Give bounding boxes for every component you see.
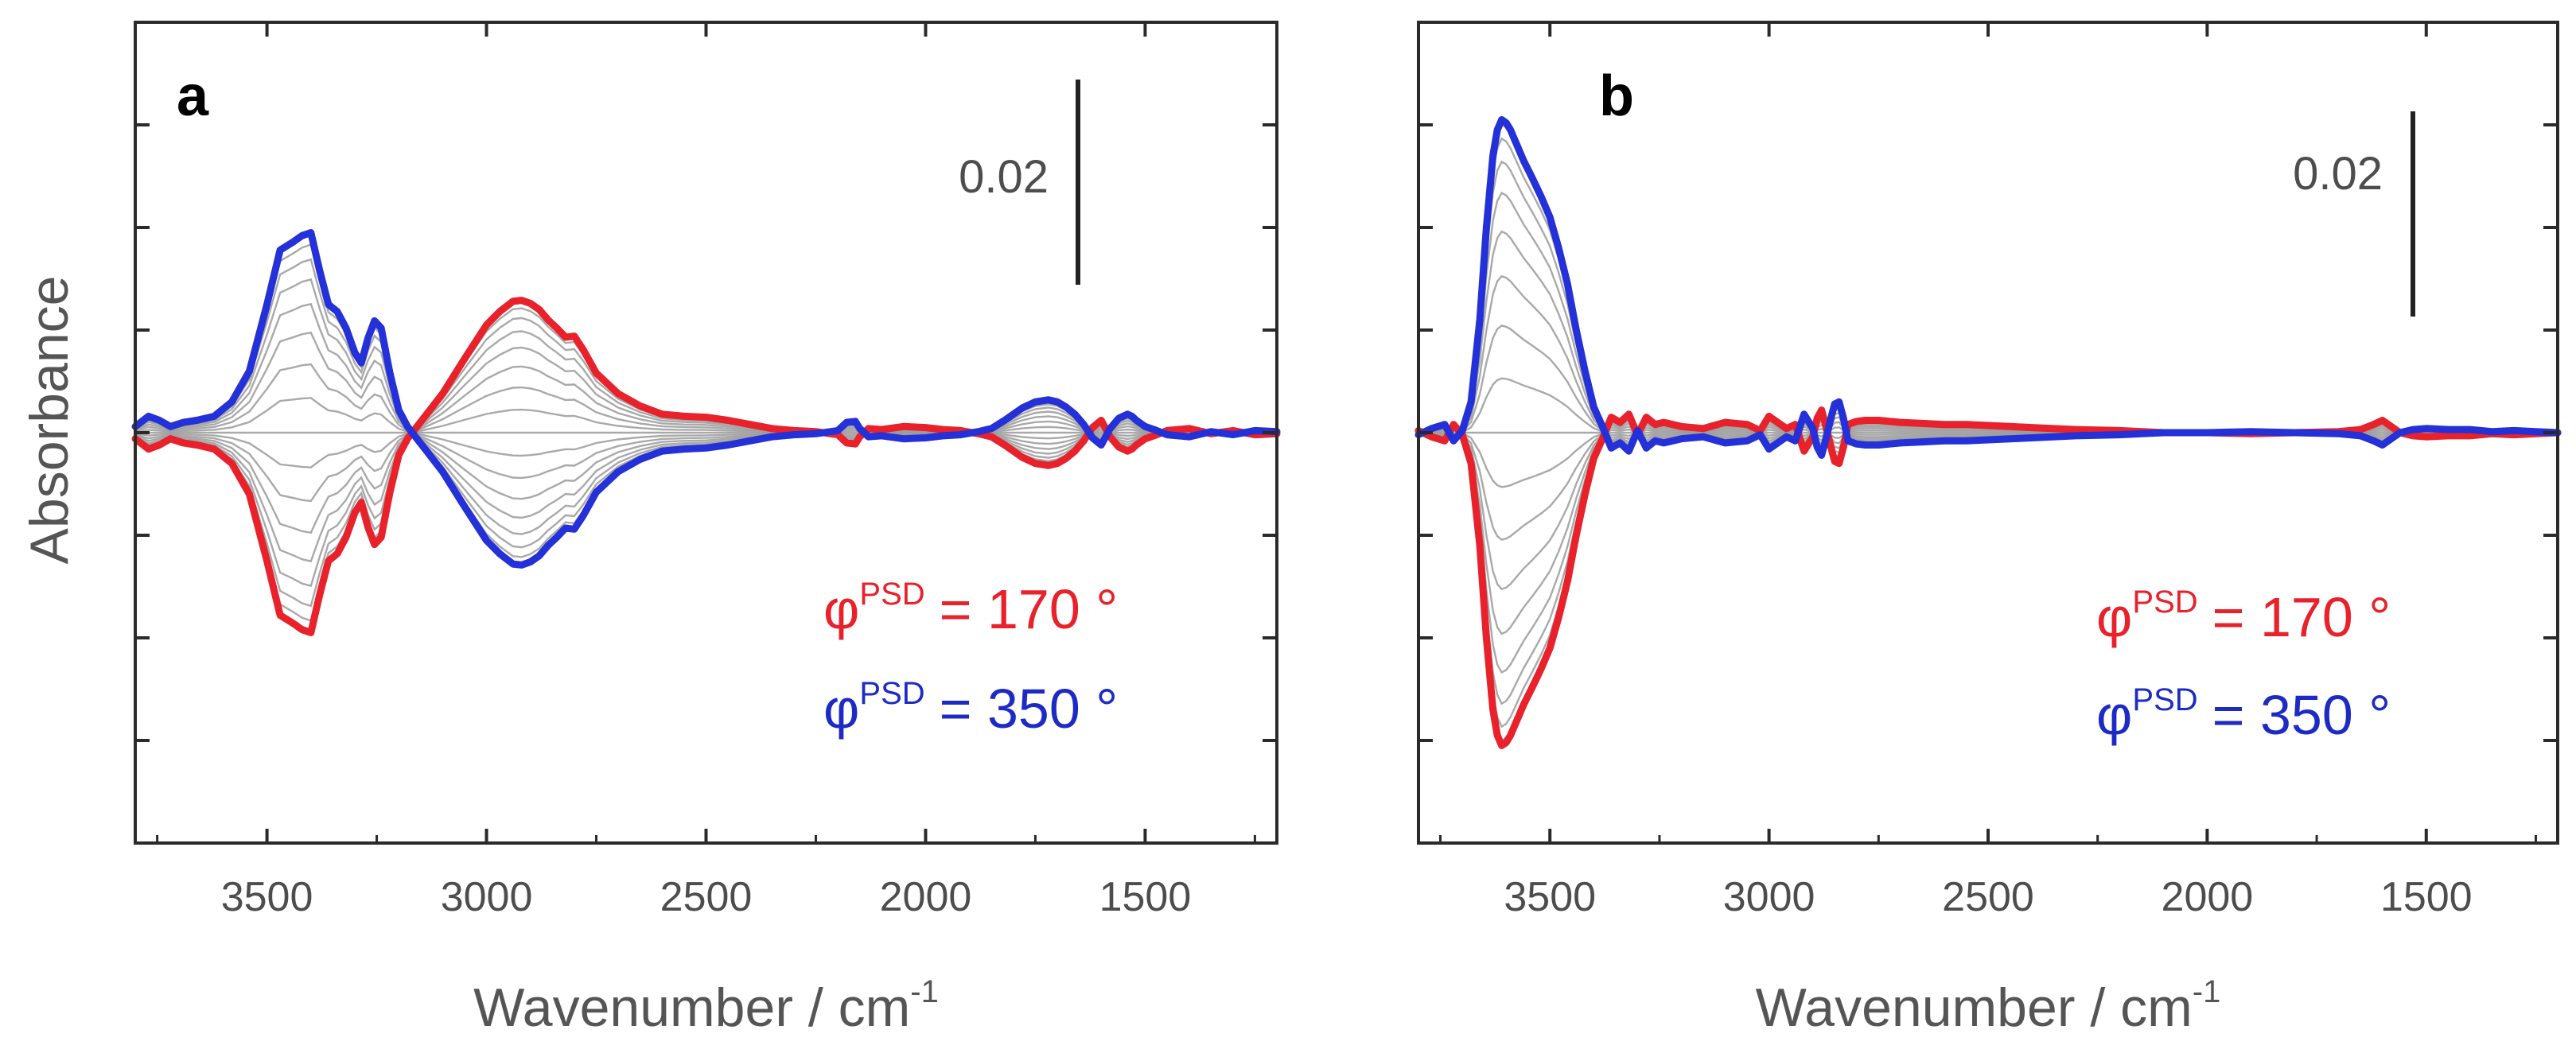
panel-label-b: b [1599,64,1634,128]
x-tick-label: 2500 [1942,874,2034,920]
x-axis-title: Wavenumber / cm-1 [473,974,939,1038]
series-layer [1414,116,2562,749]
x-tick-label: 2000 [880,874,972,920]
intermediate-curves [1418,122,2558,743]
x-axis-title-main: Wavenumber / cm [473,977,910,1038]
intermediate-curve [134,302,1278,519]
legend-entry-350: φPSD = 350 ° [823,676,1118,740]
scale-bar-label: 0.02 [2293,148,2383,200]
x-tick-label: 3000 [1723,874,1815,920]
legend-symbol: φ [823,678,859,740]
x-axis-title-sup: -1 [910,974,939,1009]
panel-label-a: a [177,64,209,128]
panel-b: 3500 3000 2500 2000 1500 b 0.02 φPSD = 170 ° … [1414,21,2562,1038]
legend-symbol: φ [823,578,859,640]
intermediate-curve [134,397,1278,457]
x-tick-label: 1500 [1099,874,1192,920]
intermediate-curve [134,243,1278,558]
x-tick-label: 3500 [221,874,313,920]
x-axis-title: Wavenumber / cm-1 [1756,974,2221,1038]
intermediate-curve [134,386,1278,503]
intermediate-curve [134,317,1278,608]
intermediate-curve [134,363,1278,480]
legend-superscript: PSD [859,577,924,612]
y-axis-title: Absorbance [19,276,80,565]
intermediate-curve [134,330,1278,588]
x-axis-title-main: Wavenumber / cm [1756,977,2193,1038]
intermediate-curve [134,258,1278,549]
x-axis-title-sup: -1 [2193,974,2221,1009]
series-layer [131,229,1281,636]
legend-entry-170: φPSD = 170 ° [823,577,1118,640]
intermediate-curve [1418,410,2558,705]
legend-symbol: φ [2096,684,2132,746]
legend-text: = 170 ° [2212,586,2391,648]
legend-text: = 350 ° [940,678,1119,740]
x-tick-label: 2500 [660,874,753,920]
legend-text: = 350 ° [2212,684,2391,746]
series-line-350 [131,229,1281,569]
intermediate-curve [134,278,1278,535]
legend-superscript: PSD [859,676,924,711]
intermediate-curve [134,346,1278,563]
legend-symbol: φ [2096,586,2132,648]
axis-ticks: 3500 3000 2500 2000 1500 [1418,22,2558,920]
intermediate-curve [134,307,1278,622]
x-tick-label: 2000 [2162,874,2254,920]
intermediate-curve [1418,230,2558,449]
panel-a: 3500 3000 2500 2000 1500 a 0.02 φPSD = 170 ° … [19,21,1281,1038]
intermediate-curve [134,234,1278,565]
axis-ticks: 3500 3000 2500 2000 1500 [135,21,1277,920]
series-line-350 [1414,116,2562,459]
series-line-170 [131,297,1281,636]
legend-entry-350: φPSD = 350 ° [2096,682,2391,746]
x-tick-label: 3000 [441,874,533,920]
legend-entry-170: φPSD = 170 ° [2096,585,2391,648]
legend-superscript: PSD [2132,585,2197,620]
legend-text: = 170 ° [940,578,1119,640]
legend-superscript: PSD [2132,682,2197,717]
scale-bar-label: 0.02 [959,151,1049,203]
x-tick-label: 1500 [2380,874,2473,920]
intermediate-curve [1418,160,2558,455]
intermediate-curve [134,408,1278,468]
x-tick-label: 3500 [1504,874,1596,920]
